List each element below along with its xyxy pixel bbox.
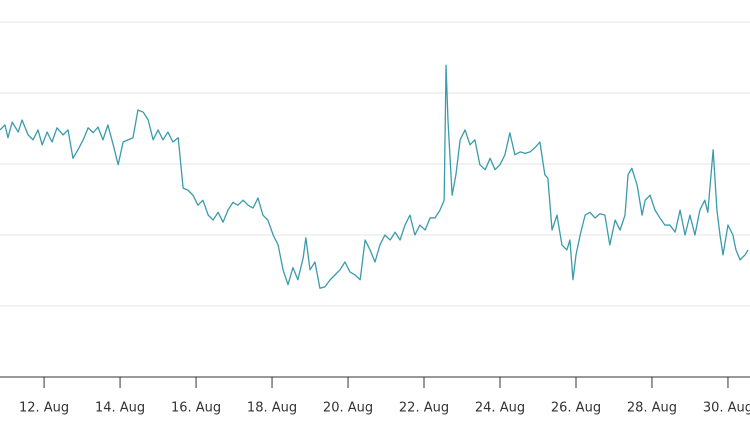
x-tick-label: 24. Aug bbox=[475, 401, 525, 416]
x-tick-label: 14. Aug bbox=[95, 401, 145, 416]
x-tick-label: 22. Aug bbox=[399, 401, 449, 416]
x-tick-label: 12. Aug bbox=[19, 401, 69, 416]
x-tick-label: 16. Aug bbox=[171, 401, 221, 416]
x-tick-label: 18. Aug bbox=[247, 401, 297, 416]
x-tick-label: 30. Aug bbox=[703, 401, 750, 416]
x-tick-label: 28. Aug bbox=[627, 401, 677, 416]
x-tick-label: 26. Aug bbox=[551, 401, 601, 416]
line bbox=[0, 64, 749, 289]
x-tick-label: 20. Aug bbox=[323, 401, 373, 416]
